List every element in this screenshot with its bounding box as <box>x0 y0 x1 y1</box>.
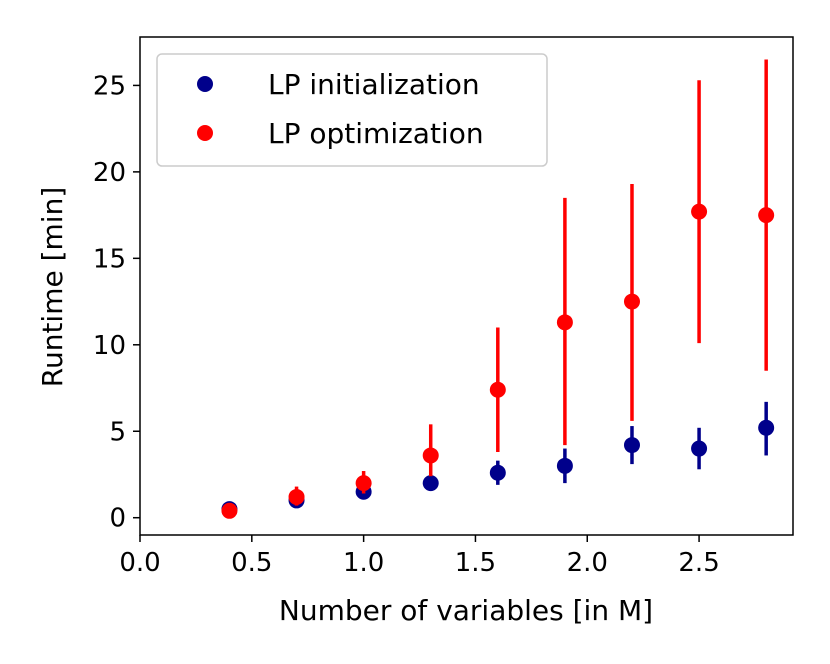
data-point-lp-initialization <box>422 475 439 492</box>
chart-marks <box>221 59 775 519</box>
y-tick-label: 25 <box>93 71 126 101</box>
data-point-lp-initialization <box>489 464 506 481</box>
data-point-lp-optimization <box>422 447 439 464</box>
legend-marker-lp-optimization <box>197 125 213 141</box>
legend-marker-lp-initialization <box>197 76 213 92</box>
x-tick-label: 0.5 <box>231 548 272 578</box>
x-tick-label: 1.0 <box>343 548 384 578</box>
data-point-lp-initialization <box>556 457 573 474</box>
y-tick-label: 5 <box>109 417 126 447</box>
x-tick-label: 2.0 <box>567 548 608 578</box>
data-point-lp-optimization <box>758 207 775 224</box>
x-axis-ticks: 0.0 0.5 1.0 1.5 2.0 2.5 <box>119 535 720 578</box>
y-tick-label: 10 <box>93 331 126 361</box>
series-lp-optimization <box>221 59 775 519</box>
data-point-lp-initialization <box>758 419 775 436</box>
data-point-lp-optimization <box>691 203 708 220</box>
y-tick-label: 20 <box>93 158 126 188</box>
x-tick-label: 2.5 <box>678 548 719 578</box>
x-tick-label: 1.5 <box>455 548 496 578</box>
data-point-lp-initialization <box>623 437 640 454</box>
legend-label-lp-initialization: LP initialization <box>268 68 480 101</box>
x-tick-label: 0.0 <box>119 548 160 578</box>
x-axis-label: Number of variables [in M] <box>279 594 653 627</box>
y-axis-label: Runtime [min] <box>36 187 69 388</box>
data-point-lp-optimization <box>221 502 238 519</box>
y-tick-label: 15 <box>93 244 126 274</box>
legend: LP initialization LP optimization <box>156 53 548 167</box>
y-axis-ticks: 0 5 10 15 20 25 <box>93 71 140 534</box>
data-point-lp-optimization <box>288 488 305 505</box>
y-tick-label: 0 <box>109 504 126 534</box>
data-point-lp-optimization <box>489 381 506 398</box>
data-point-lp-optimization <box>556 314 573 331</box>
data-point-lp-optimization <box>355 475 372 492</box>
plot-frame <box>139 36 794 536</box>
legend-box <box>156 53 548 167</box>
legend-label-lp-optimization: LP optimization <box>268 117 484 150</box>
data-point-lp-optimization <box>623 293 640 310</box>
data-point-lp-initialization <box>691 440 708 457</box>
